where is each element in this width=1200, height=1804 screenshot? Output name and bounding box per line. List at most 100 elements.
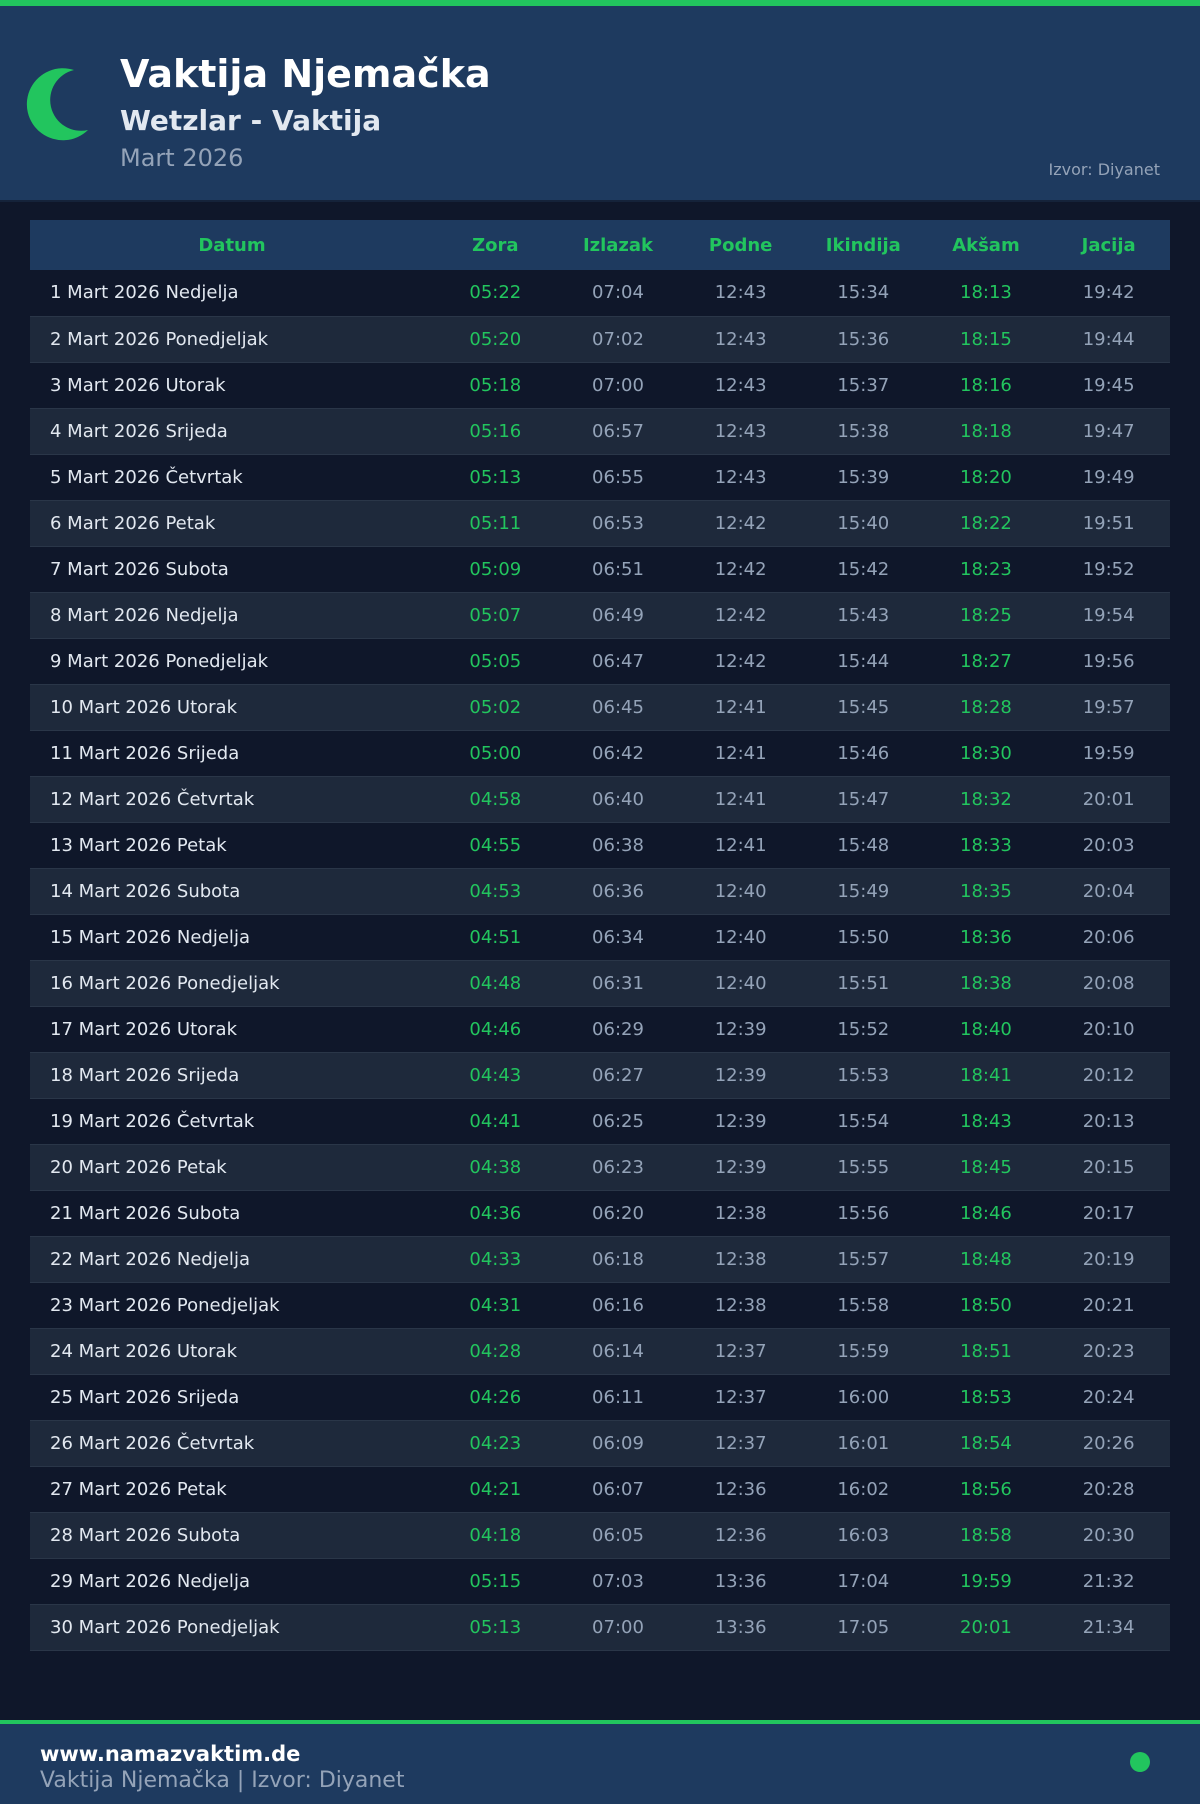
cell-ikindija: 17:05 <box>837 1616 890 1638</box>
column-header-zora: Zora <box>472 234 519 256</box>
cell-zora: 04:58 <box>469 788 522 810</box>
cell-jacija: 19:44 <box>1082 328 1135 350</box>
cell-podne: 12:37 <box>714 1386 767 1408</box>
cell-podne: 12:41 <box>714 834 767 856</box>
cell-date: 12 Mart 2026 Četvrtak <box>50 788 255 810</box>
cell-aksam: 18:54 <box>960 1432 1012 1454</box>
cell-ikindija: 15:45 <box>837 696 890 718</box>
website-link[interactable]: www.namazvaktim.de <box>40 1742 301 1766</box>
table-row: 11 Mart 2026 Srijeda 05:00 06:42 12:41 15:46… <box>30 730 1170 776</box>
status-dot-icon <box>1130 1752 1150 1772</box>
cell-date: 4 Mart 2026 Srijeda <box>50 420 228 442</box>
table-row: 6 Mart 2026 Petak 05:11 06:53 12:42 15:40 18:… <box>30 500 1170 546</box>
cell-date: 28 Mart 2026 Subota <box>50 1524 241 1546</box>
cell-aksam: 18:58 <box>960 1524 1012 1546</box>
cell-izlazak: 06:40 <box>592 788 644 810</box>
column-header-izlazak: Izlazak <box>582 234 654 256</box>
cell-izlazak: 07:02 <box>592 328 644 350</box>
column-header-aksam: Akšam <box>952 234 1020 256</box>
cell-zora: 04:28 <box>469 1340 522 1362</box>
cell-aksam: 18:48 <box>960 1248 1012 1270</box>
cell-aksam: 18:20 <box>960 466 1012 488</box>
cell-ikindija: 15:59 <box>837 1340 890 1362</box>
cell-aksam: 18:27 <box>960 650 1012 672</box>
cell-jacija: 19:56 <box>1082 650 1135 672</box>
cell-date: 3 Mart 2026 Utorak <box>50 374 226 396</box>
cell-ikindija: 15:51 <box>837 972 890 994</box>
cell-jacija: 20:21 <box>1082 1294 1135 1316</box>
cell-jacija: 20:08 <box>1082 972 1135 994</box>
table-row: 28 Mart 2026 Subota 04:18 06:05 12:36 16:03 1… <box>30 1512 1170 1558</box>
cell-zora: 05:07 <box>469 604 522 626</box>
cell-podne: 12:39 <box>714 1156 767 1178</box>
cell-ikindija: 15:52 <box>837 1018 890 1040</box>
cell-zora: 05:18 <box>469 374 522 396</box>
cell-podne: 12:42 <box>714 512 767 534</box>
cell-izlazak: 06:49 <box>592 604 644 626</box>
cell-izlazak: 07:00 <box>592 1616 644 1638</box>
cell-izlazak: 06:20 <box>592 1202 644 1224</box>
cell-aksam: 18:32 <box>960 788 1012 810</box>
cell-aksam: 18:46 <box>960 1202 1012 1224</box>
cell-izlazak: 06:36 <box>592 880 644 902</box>
table-row: 8 Mart 2026 Nedjelja 05:07 06:49 12:42 15:43… <box>30 592 1170 638</box>
cell-izlazak: 06:11 <box>592 1386 644 1408</box>
cell-ikindija: 15:54 <box>837 1110 890 1132</box>
cell-date: 10 Mart 2026 Utorak <box>50 696 237 718</box>
cell-zora: 05:15 <box>469 1570 522 1592</box>
cell-podne: 12:43 <box>714 374 767 396</box>
cell-date: 11 Mart 2026 Srijeda <box>50 742 240 764</box>
cell-izlazak: 06:25 <box>592 1110 644 1132</box>
cell-aksam: 18:30 <box>960 742 1012 764</box>
table-row: 15 Mart 2026 Nedjelja 04:51 06:34 12:40 15:5… <box>30 914 1170 960</box>
cell-date: 13 Mart 2026 Petak <box>50 834 227 856</box>
cell-podne: 12:41 <box>714 696 767 718</box>
cell-zora: 04:21 <box>469 1478 522 1500</box>
cell-jacija: 20:01 <box>1082 788 1135 810</box>
cell-date: 18 Mart 2026 Srijeda <box>50 1064 240 1086</box>
table-row: 29 Mart 2026 Nedjelja 05:15 07:03 13:36 17:0… <box>30 1558 1170 1604</box>
cell-date: 19 Mart 2026 Četvrtak <box>50 1110 255 1132</box>
cell-jacija: 19:42 <box>1082 282 1135 304</box>
cell-date: 23 Mart 2026 Ponedjeljak <box>50 1294 280 1316</box>
cell-aksam: 18:35 <box>960 880 1012 902</box>
cell-ikindija: 15:44 <box>837 650 890 672</box>
cell-zora: 05:00 <box>469 742 522 764</box>
column-header-ikindija: Ikindija <box>825 234 901 256</box>
table-row: 30 Mart 2026 Ponedjeljak 05:13 07:00 13:36 1… <box>30 1604 1170 1650</box>
cell-ikindija: 16:03 <box>837 1524 890 1546</box>
table-row: 18 Mart 2026 Srijeda 04:43 06:27 12:39 15:53… <box>30 1052 1170 1098</box>
cell-aksam: 18:18 <box>960 420 1012 442</box>
cell-aksam: 18:22 <box>960 512 1012 534</box>
cell-date: 21 Mart 2026 Subota <box>50 1202 241 1224</box>
cell-izlazak: 06:09 <box>592 1432 644 1454</box>
cell-jacija: 20:03 <box>1082 834 1135 856</box>
cell-jacija: 19:47 <box>1082 420 1135 442</box>
cell-aksam: 18:13 <box>960 282 1012 304</box>
cell-ikindija: 15:38 <box>837 420 890 442</box>
cell-aksam: 18:38 <box>960 972 1012 994</box>
cell-date: 20 Mart 2026 Petak <box>50 1156 227 1178</box>
cell-podne: 12:42 <box>714 650 767 672</box>
cell-aksam: 18:16 <box>960 374 1012 396</box>
cell-date: 7 Mart 2026 Subota <box>50 558 229 580</box>
table-row: 17 Mart 2026 Utorak 04:46 06:29 12:39 15:52 1… <box>30 1006 1170 1052</box>
cell-izlazak: 06:27 <box>592 1064 644 1086</box>
cell-podne: 12:43 <box>714 466 767 488</box>
cell-date: 16 Mart 2026 Ponedjeljak <box>50 972 280 994</box>
cell-podne: 12:39 <box>714 1018 767 1040</box>
month-label: Mart 2026 <box>120 144 244 172</box>
cell-izlazak: 06:38 <box>592 834 644 856</box>
cell-aksam: 18:15 <box>960 328 1012 350</box>
cell-date: 26 Mart 2026 Četvrtak <box>50 1432 255 1454</box>
cell-zora: 04:48 <box>469 972 522 994</box>
table-row: 4 Mart 2026 Srijeda 05:16 06:57 12:43 15:38 1… <box>30 408 1170 454</box>
cell-podne: 12:40 <box>714 880 767 902</box>
cell-ikindija: 15:58 <box>837 1294 890 1316</box>
cell-jacija: 20:30 <box>1082 1524 1135 1546</box>
cell-podne: 12:38 <box>714 1202 767 1224</box>
cell-izlazak: 06:47 <box>592 650 644 672</box>
cell-jacija: 20:12 <box>1082 1064 1135 1086</box>
cell-aksam: 19:59 <box>960 1570 1012 1592</box>
cell-podne: 12:37 <box>714 1340 767 1362</box>
